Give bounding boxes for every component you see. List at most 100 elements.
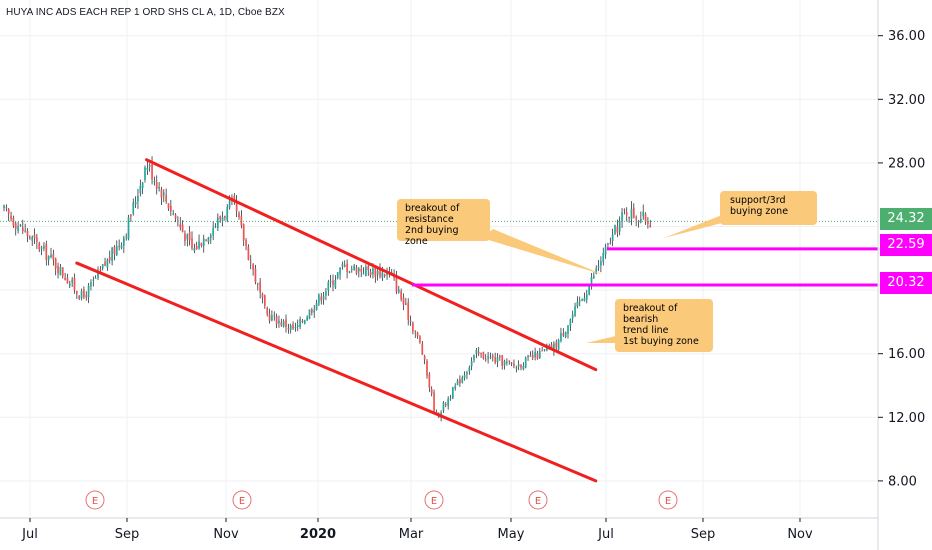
candle-body: [355, 267, 358, 274]
candle-body: [115, 246, 118, 256]
candle-body: [534, 352, 536, 357]
annotation-line: buying zone: [730, 206, 789, 217]
candle-body: [595, 268, 598, 274]
candle-body: [90, 282, 92, 287]
candle-body: [581, 298, 583, 301]
candle-body: [172, 213, 175, 215]
candle-body: [113, 246, 116, 255]
candle-body: [343, 264, 346, 267]
candle-body: [278, 320, 280, 324]
earnings-marker[interactable]: [85, 490, 105, 510]
candle-body: [412, 322, 414, 332]
candle-body: [130, 214, 132, 217]
earnings-marker[interactable]: [232, 490, 252, 510]
candle-body: [414, 331, 417, 333]
annotation-line: 1st buying zone: [623, 336, 699, 347]
candle-body: [588, 285, 590, 295]
candle-body: [275, 316, 278, 325]
candle-body: [593, 275, 595, 278]
candle-body: [529, 355, 532, 357]
candle-body: [482, 351, 485, 359]
candle-body: [477, 351, 480, 354]
candle-body: [127, 217, 130, 239]
annotation-trendline-breakout[interactable]: breakout of bearish trend line 1st buyin…: [615, 299, 713, 352]
x-tick-label: Jul: [21, 527, 38, 542]
candle-body: [395, 276, 398, 292]
candle-body: [17, 226, 19, 231]
earnings-marker[interactable]: [658, 490, 678, 510]
candle-body: [365, 266, 367, 276]
trend-line-upper: [145, 158, 598, 372]
candle-body: [179, 224, 182, 228]
candle-body: [405, 303, 407, 305]
candle-body: [19, 224, 22, 226]
annotation-pointer: [586, 335, 622, 343]
candle-body: [649, 225, 652, 228]
candle-body: [630, 208, 633, 220]
candle-body: [311, 309, 313, 313]
candle-body: [484, 358, 487, 361]
annotation-line: bearish: [623, 314, 659, 325]
candle-body: [108, 256, 111, 261]
candle-body: [578, 300, 581, 302]
candle-body: [353, 265, 355, 271]
candle-body: [38, 242, 41, 250]
candle-body: [339, 267, 341, 275]
candle-body: [449, 398, 452, 400]
annotation-line: breakout of: [405, 203, 460, 214]
candle-body: [642, 211, 645, 217]
candle-body: [158, 186, 160, 189]
candle-body: [155, 182, 158, 189]
candle-body: [254, 268, 257, 283]
candle-body: [43, 245, 45, 249]
candle-body: [461, 377, 464, 383]
candle-body: [555, 342, 558, 348]
candle-body: [289, 325, 292, 330]
candle-body: [219, 215, 222, 220]
candle-body: [226, 206, 229, 221]
candle-body: [602, 252, 605, 263]
candle-body: [480, 353, 482, 355]
candle-body: [372, 268, 374, 275]
candle-body: [205, 239, 207, 241]
candle-body: [193, 247, 196, 251]
x-tick-label: Jul: [597, 527, 614, 542]
candle-body: [367, 266, 370, 271]
candle-body: [191, 238, 193, 249]
candle-body: [546, 347, 548, 351]
candle-body: [31, 237, 34, 241]
candle-body: [101, 264, 104, 269]
candle-body: [118, 245, 120, 247]
annotation-resistance-breakout[interactable]: breakout of resistance 2nd buying zone: [397, 199, 490, 247]
candle-body: [496, 357, 499, 363]
candle-body: [527, 355, 529, 358]
earnings-marker[interactable]: [424, 490, 444, 510]
candle-body: [174, 214, 177, 219]
candle-body: [224, 216, 226, 218]
candle-body: [10, 215, 12, 220]
candle-body: [499, 355, 501, 358]
annotation-support[interactable]: support/3rd buying zone: [720, 191, 817, 225]
candle-body: [148, 165, 151, 167]
candle-body: [513, 363, 515, 367]
annotation-line: resistance: [405, 214, 454, 225]
candle-body: [376, 270, 379, 275]
y-tick-label: 16.00: [888, 347, 925, 362]
candle-body: [198, 241, 200, 249]
candle-body: [259, 281, 261, 293]
candle-body: [604, 246, 607, 255]
candle-body: [3, 205, 5, 209]
candle-body: [120, 245, 123, 248]
candle-body: [470, 361, 473, 367]
candle-body: [78, 295, 81, 299]
candle-body: [111, 247, 113, 262]
y-tick-label: 32.00: [888, 93, 925, 108]
y-tick-label: 36.00: [888, 29, 925, 44]
candle-body: [433, 392, 435, 412]
x-tick-label: Nov: [787, 527, 813, 542]
candle-body: [186, 234, 189, 240]
earnings-marker[interactable]: [528, 490, 548, 510]
candle-body: [611, 234, 614, 242]
